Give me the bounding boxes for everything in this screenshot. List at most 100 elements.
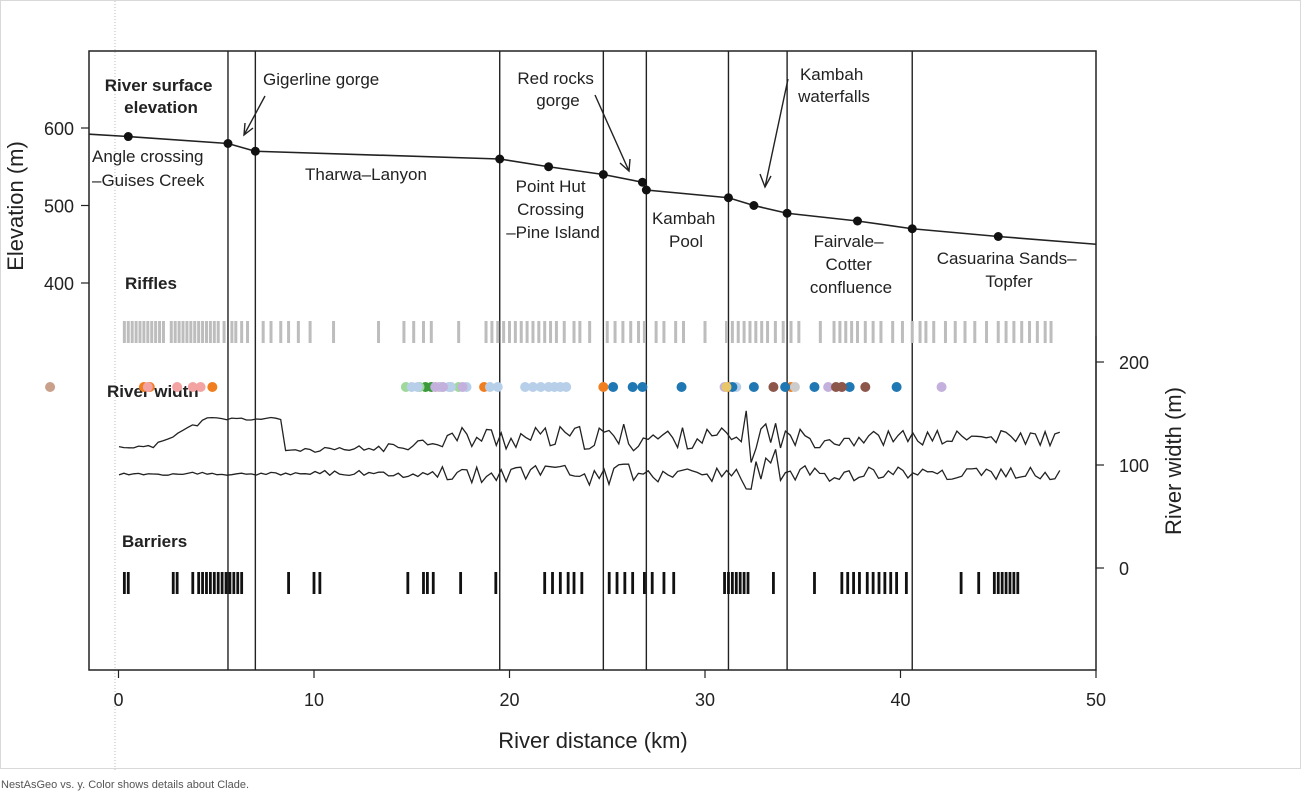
clade-dot[interactable] bbox=[520, 382, 531, 392]
riffle-mark bbox=[230, 321, 234, 343]
riffle-mark bbox=[134, 321, 138, 343]
barrier-mark bbox=[1000, 572, 1004, 594]
barrier-mark bbox=[1016, 572, 1020, 594]
barrier-mark bbox=[543, 572, 547, 594]
clade-dot[interactable] bbox=[457, 382, 468, 392]
clade-dot[interactable] bbox=[535, 382, 546, 392]
clade-dot[interactable] bbox=[412, 382, 423, 392]
riffle-mark bbox=[513, 321, 517, 343]
clade-dot[interactable] bbox=[809, 382, 820, 392]
clade-dot[interactable] bbox=[676, 382, 687, 392]
clade-dot[interactable] bbox=[195, 382, 206, 392]
riffle-mark bbox=[496, 321, 500, 343]
elevation-point bbox=[852, 216, 862, 226]
barrier-mark bbox=[406, 572, 410, 594]
riffle-mark bbox=[642, 321, 646, 343]
clade-dot[interactable] bbox=[598, 382, 609, 392]
riffle-mark bbox=[766, 321, 770, 343]
clade-dot[interactable] bbox=[45, 382, 56, 392]
riffle-mark bbox=[412, 321, 416, 343]
barrier-mark bbox=[623, 572, 627, 594]
clade-dot[interactable] bbox=[438, 382, 449, 392]
riffles-label: Riffles bbox=[125, 274, 177, 293]
riffle-mark bbox=[531, 321, 535, 343]
clade-dot[interactable] bbox=[836, 382, 847, 392]
riffle-mark bbox=[332, 321, 336, 343]
barrier-mark bbox=[208, 572, 212, 594]
y-axis-right-label: River width (m) bbox=[1161, 387, 1186, 535]
riffle-mark bbox=[490, 321, 494, 343]
riffle-mark bbox=[554, 321, 558, 343]
barriers-label: Barriers bbox=[122, 532, 187, 551]
elevation-point bbox=[993, 232, 1003, 241]
kambah-pool-line2: Pool bbox=[669, 232, 703, 251]
gigerline-gorge-label: Gigerline gorge bbox=[263, 70, 379, 89]
barrier-mark bbox=[551, 572, 554, 594]
red-rocks-gorge-label: Red rocks gorge bbox=[517, 69, 598, 110]
riffle-mark bbox=[973, 321, 977, 343]
barrier-mark bbox=[431, 572, 435, 594]
clade-dot[interactable] bbox=[207, 382, 218, 392]
riffle-mark bbox=[748, 321, 752, 343]
riffle-mark bbox=[261, 321, 265, 343]
red-rocks-line1: Red rocks bbox=[517, 69, 594, 88]
clade-dot[interactable] bbox=[445, 382, 456, 392]
riffle-mark bbox=[818, 321, 822, 343]
barrier-mark bbox=[904, 572, 908, 594]
riffle-mark bbox=[169, 321, 173, 343]
riffle-mark bbox=[562, 321, 566, 343]
x-tick-label: 50 bbox=[1086, 690, 1106, 710]
barrier-mark bbox=[201, 572, 204, 594]
barrier-mark bbox=[662, 572, 666, 594]
riffle-mark bbox=[754, 321, 758, 343]
riffle-mark bbox=[138, 321, 142, 343]
elevation-point bbox=[598, 170, 608, 179]
clade-dot[interactable] bbox=[823, 382, 834, 392]
fairvale-line1: Fairvale– bbox=[814, 232, 884, 251]
y-left-tick-label: 500 bbox=[44, 197, 74, 217]
riffle-mark bbox=[204, 321, 208, 343]
riffle-mark bbox=[1012, 321, 1016, 343]
river-profile-chart: River distance (km) Elevation (m) River … bbox=[3, 1, 1186, 770]
barrier-mark bbox=[742, 572, 746, 594]
clade-dot[interactable] bbox=[142, 382, 153, 392]
riffle-mark bbox=[844, 321, 848, 343]
point-hut-label: Point Hut Crossing –Pine Island bbox=[506, 177, 600, 242]
elevation-point bbox=[250, 146, 260, 156]
barrier-mark bbox=[175, 572, 179, 594]
clade-dot[interactable] bbox=[780, 382, 791, 392]
barrier-mark bbox=[566, 572, 570, 594]
clade-dot[interactable] bbox=[721, 382, 732, 392]
clade-dot[interactable] bbox=[187, 382, 198, 392]
clade-dot[interactable] bbox=[768, 382, 779, 392]
barrier-mark bbox=[723, 572, 726, 594]
point-hut-line1: Point Hut bbox=[516, 177, 586, 196]
clade-dot[interactable] bbox=[561, 382, 572, 392]
clade-dot[interactable] bbox=[430, 382, 441, 392]
riffle-mark bbox=[588, 321, 592, 343]
clade-dot[interactable] bbox=[527, 382, 538, 392]
riffle-mark bbox=[781, 321, 785, 343]
clade-dot[interactable] bbox=[748, 382, 759, 392]
riffle-mark bbox=[674, 321, 678, 343]
clade-dot[interactable] bbox=[172, 382, 183, 392]
barrier-mark bbox=[224, 572, 228, 594]
clade-dot[interactable] bbox=[789, 382, 800, 392]
barrier-mark bbox=[1008, 572, 1012, 594]
clade-dot[interactable] bbox=[936, 382, 947, 392]
barrier-mark bbox=[734, 572, 738, 594]
riffle-mark bbox=[173, 321, 177, 343]
clade-dot[interactable] bbox=[608, 382, 619, 392]
riffle-mark bbox=[863, 321, 867, 343]
clade-dot[interactable] bbox=[844, 382, 855, 392]
clade-dot[interactable] bbox=[891, 382, 902, 392]
clade-dot[interactable] bbox=[860, 382, 871, 392]
riffle-mark bbox=[621, 321, 625, 343]
clade-dot[interactable] bbox=[484, 382, 495, 392]
clade-dot[interactable] bbox=[637, 382, 648, 392]
riffle-mark bbox=[525, 321, 529, 343]
clade-dot[interactable] bbox=[627, 382, 638, 392]
clade-dot[interactable] bbox=[492, 382, 503, 392]
riffle-mark bbox=[900, 321, 904, 343]
riffle-mark bbox=[996, 321, 1000, 343]
